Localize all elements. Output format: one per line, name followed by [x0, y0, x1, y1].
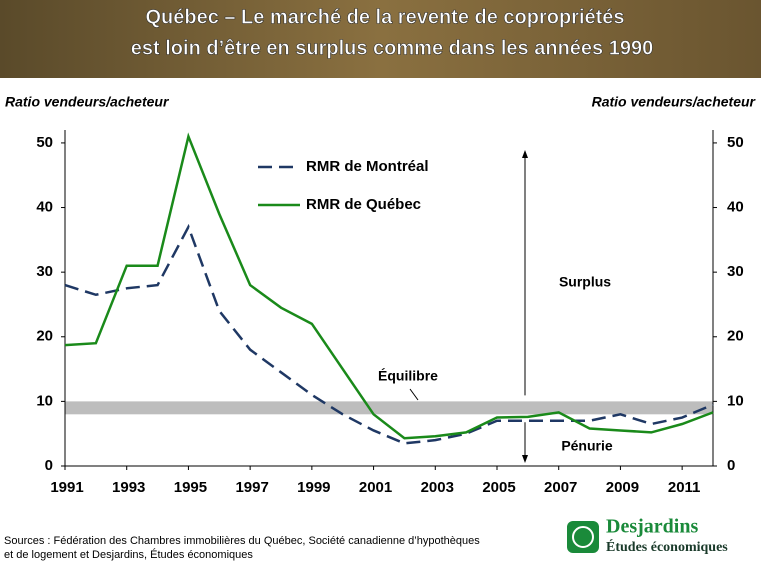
sources: et de logement et Desjardins, Études éco…	[4, 548, 253, 561]
y-axis-label: Ratio vendeurs/acheteur	[5, 94, 170, 110]
x-tick-label: 1997	[235, 479, 268, 496]
x-tick-label: 2009	[606, 479, 639, 496]
y2-tick-label: 30	[727, 263, 744, 280]
y2-tick-label: 40	[727, 199, 744, 216]
x-tick-label: 2007	[544, 479, 577, 496]
y-tick-label: 50	[36, 134, 53, 151]
y2-tick-label: 50	[727, 134, 744, 151]
chart-title: est loin d’être en surplus comme dans le…	[131, 37, 653, 59]
legend-label: RMR de Montréal	[306, 158, 429, 175]
x-tick-label: 1993	[112, 479, 145, 496]
y-tick-label: 30	[36, 263, 53, 280]
legend-label: RMR de Québec	[306, 196, 421, 213]
annotation: Pénurie	[561, 438, 613, 454]
annotation: Équilibre	[378, 368, 438, 384]
logo-subtitle: Études économiques	[606, 538, 728, 555]
y-tick-label: 20	[36, 328, 53, 345]
y2-tick-label: 10	[727, 392, 744, 409]
x-tick-label: 1995	[174, 479, 207, 496]
equilibrium-band	[65, 401, 713, 414]
y2-tick-label: 0	[727, 457, 735, 474]
chart-title: Québec – Le marché de la revente de copr…	[145, 6, 624, 28]
chart: Québec – Le marché de la revente de copr…	[0, 0, 761, 564]
x-tick-label: 2003	[421, 479, 454, 496]
y2-axis-label: Ratio vendeurs/acheteur	[592, 94, 757, 110]
x-tick-label: 2005	[482, 479, 515, 496]
y2-tick-label: 20	[727, 328, 744, 345]
logo-icon	[567, 521, 599, 553]
y-tick-label: 40	[36, 199, 53, 216]
x-tick-label: 2011	[668, 479, 701, 496]
x-tick-label: 1991	[50, 479, 83, 496]
logo-name: Desjardins	[606, 516, 698, 538]
x-tick-label: 1999	[297, 479, 330, 496]
annotation: Surplus	[559, 274, 611, 290]
sources: Sources : Fédération des Chambres immobi…	[4, 535, 480, 547]
y-tick-label: 10	[36, 392, 53, 409]
y-tick-label: 0	[45, 457, 53, 474]
x-tick-label: 2001	[359, 479, 392, 496]
